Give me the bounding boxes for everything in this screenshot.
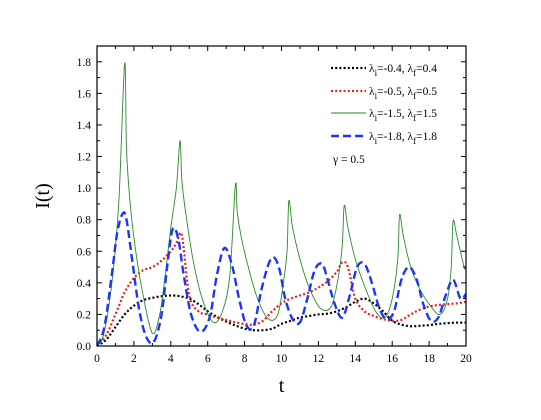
x-tick-label: 0 [94,353,100,365]
y-tick-label: 1.0 [77,183,92,195]
legend-label-1: λi=-0.4, λf=0.4 [369,63,437,78]
y-tick-label: 0.0 [77,341,92,353]
y-axis-title: I(t) [32,183,54,209]
x-axis-title: t [279,375,285,397]
y-tick-label: 0.6 [77,246,92,258]
y-axis-ticks: 0.0 0.2 0.4 0.6 0.8 1.0 1.2 1.4 1.6 1.8 [77,57,466,353]
series-line-2 [97,231,466,346]
y-tick-label: 1.2 [77,152,92,164]
legend-label-2: λi=-0.5, λf=0.5 [369,86,437,101]
y-tick-label: 1.8 [77,57,92,69]
y-tick-label: 1.6 [77,88,92,100]
x-tick-label: 6 [205,353,211,365]
legend-label-3: λi=-1.5, λf=1.5 [369,108,437,123]
x-tick-label: 12 [313,353,325,365]
y-tick-label: 0.4 [77,278,92,290]
x-tick-label: 14 [350,353,362,365]
x-tick-label: 2 [131,353,137,365]
legend-label-4: λi=-1.8, λf=1.8 [369,131,437,146]
gamma-annotation: γ = 0.5 [332,154,365,166]
x-tick-label: 18 [423,353,435,365]
x-tick-label: 16 [386,353,398,365]
legend: λi=-0.4, λf=0.4 λi=-0.5, λf=0.5 λi=-1.5, λ… [331,63,437,146]
series-line-1 [97,294,466,346]
y-tick-label: 0.8 [77,215,92,227]
y-tick-label: 1.4 [77,120,92,132]
series-line-4 [97,211,466,346]
x-tick-label: 8 [242,353,248,365]
series-line-3 [97,62,466,346]
series-layer [97,62,466,346]
x-tick-label: 10 [276,353,288,365]
y-tick-label: 0.2 [77,309,92,321]
x-tick-label: 4 [168,353,174,365]
x-axis-ticks: 0 2 4 6 8 10 12 14 16 18 20 [94,46,472,365]
x-tick-label: 20 [460,353,472,365]
